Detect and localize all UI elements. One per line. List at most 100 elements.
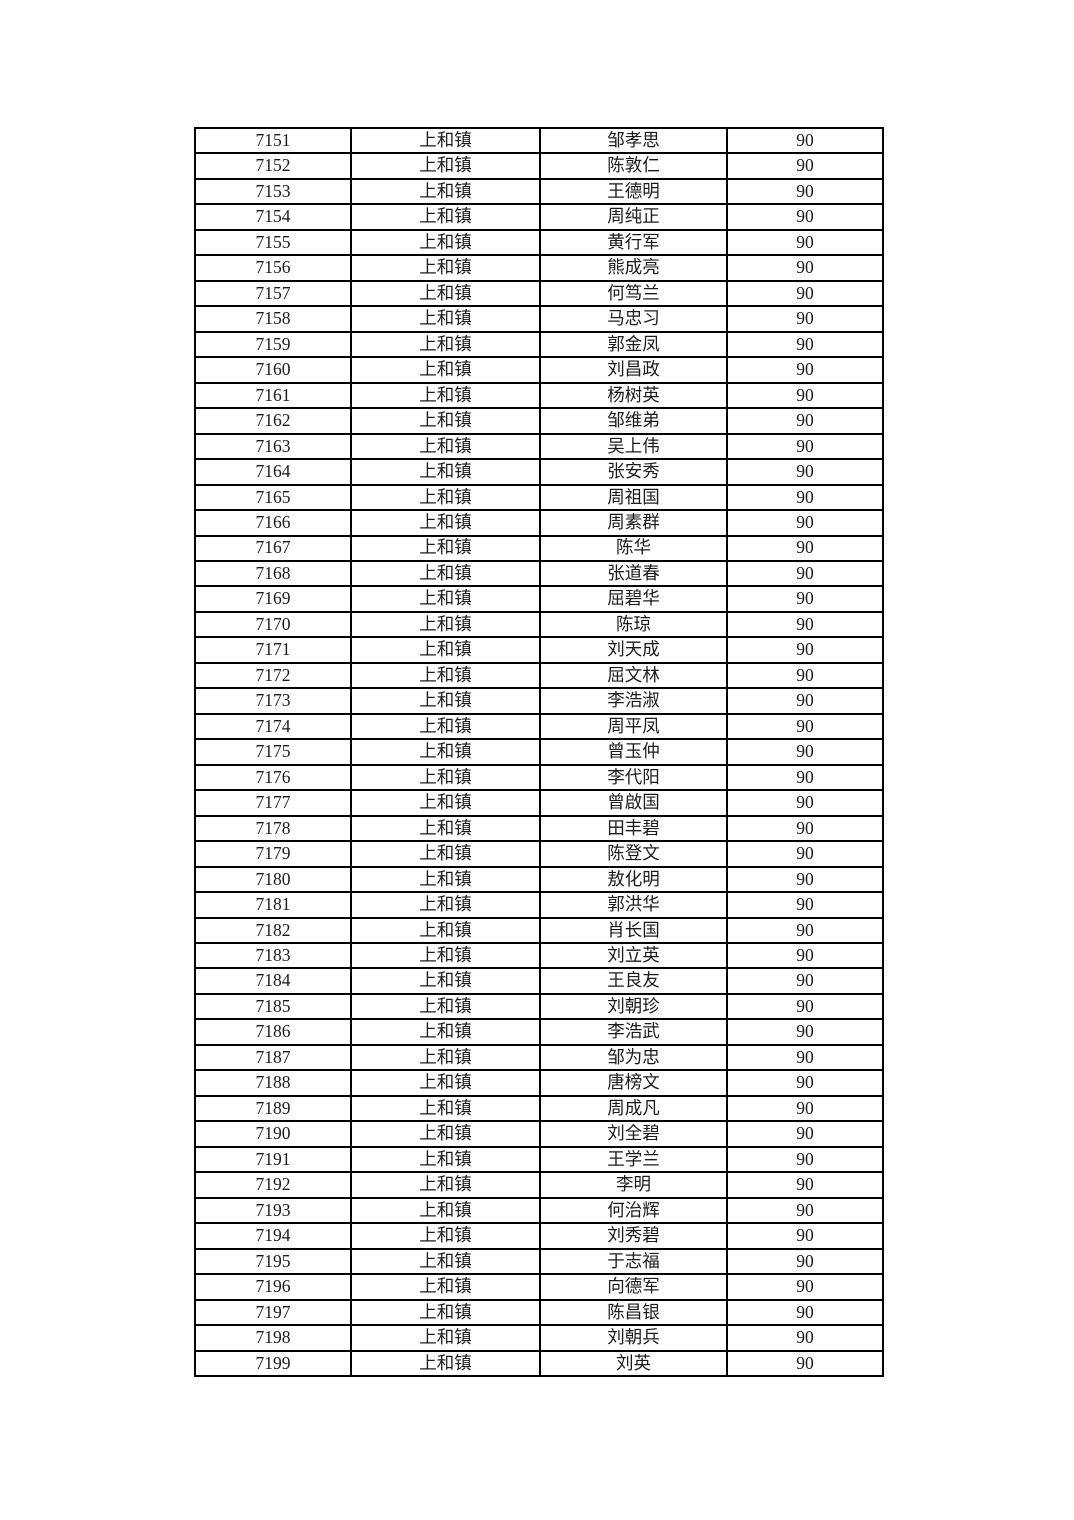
score-cell: 90 — [726, 1018, 884, 1046]
score-cell: 90 — [726, 330, 884, 359]
serial-number-cell: 7160 — [194, 356, 352, 384]
person-name-cell: 周素群 — [539, 509, 728, 537]
table-row: 7179 上和镇 陈登文 90 — [194, 840, 884, 868]
score-cell: 90 — [726, 738, 884, 766]
person-name-cell: 李浩武 — [539, 1018, 728, 1046]
serial-number-cell: 7171 — [194, 636, 352, 664]
person-name-cell: 屈文林 — [539, 661, 728, 690]
serial-number-cell: 7188 — [194, 1069, 352, 1097]
town-cell: 上和镇 — [350, 1145, 541, 1174]
town-cell: 上和镇 — [350, 814, 541, 843]
serial-number-cell: 7158 — [194, 305, 352, 333]
table-row: 7167 上和镇 陈华 90 — [194, 534, 884, 562]
score-cell: 90 — [726, 661, 884, 690]
table-row: 7185 上和镇 刘朝珍 90 — [194, 992, 884, 1021]
town-cell: 上和镇 — [350, 891, 541, 919]
serial-number-cell: 7186 — [194, 1018, 352, 1046]
table-row: 7165 上和镇 周祖国 90 — [194, 483, 884, 512]
serial-number-cell: 7163 — [194, 432, 352, 461]
score-cell: 90 — [726, 1043, 884, 1072]
table-row: 7173 上和镇 李浩淑 90 — [194, 687, 884, 715]
table-row: 7196 上和镇 向德军 90 — [194, 1273, 884, 1301]
serial-number-cell: 7172 — [194, 661, 352, 690]
town-cell: 上和镇 — [350, 126, 541, 155]
table-row: 7198 上和镇 刘朝兵 90 — [194, 1324, 884, 1352]
serial-number-cell: 7180 — [194, 865, 352, 894]
person-name-cell: 邹孝思 — [539, 126, 728, 155]
score-cell: 90 — [726, 356, 884, 384]
serial-number-cell: 7155 — [194, 228, 352, 257]
person-name-cell: 敖化明 — [539, 865, 728, 894]
score-cell: 90 — [726, 967, 884, 995]
score-cell: 90 — [726, 1324, 884, 1352]
table-row: 7191 上和镇 王学兰 90 — [194, 1145, 884, 1174]
serial-number-cell: 7167 — [194, 534, 352, 562]
table-row: 7195 上和镇 于志福 90 — [194, 1247, 884, 1276]
serial-number-cell: 7185 — [194, 992, 352, 1021]
town-cell: 上和镇 — [350, 1222, 541, 1250]
table-row: 7156 上和镇 熊成亮 90 — [194, 254, 884, 282]
score-cell: 90 — [726, 1247, 884, 1276]
town-cell: 上和镇 — [350, 941, 541, 970]
score-cell: 90 — [726, 1196, 884, 1225]
serial-number-cell: 7151 — [194, 126, 352, 155]
table-row: 7166 上和镇 周素群 90 — [194, 509, 884, 537]
serial-number-cell: 7156 — [194, 254, 352, 282]
person-name-cell: 向德军 — [539, 1273, 728, 1301]
person-name-cell: 肖长国 — [539, 916, 728, 945]
town-cell: 上和镇 — [350, 228, 541, 257]
person-name-cell: 刘秀碧 — [539, 1222, 728, 1250]
score-cell: 90 — [726, 1145, 884, 1174]
town-cell: 上和镇 — [350, 1247, 541, 1276]
table-row: 7197 上和镇 陈昌银 90 — [194, 1298, 884, 1327]
score-cell: 90 — [726, 1069, 884, 1097]
person-name-cell: 郭洪华 — [539, 891, 728, 919]
serial-number-cell: 7183 — [194, 941, 352, 970]
town-cell: 上和镇 — [350, 1349, 541, 1377]
serial-number-cell: 7162 — [194, 407, 352, 435]
score-cell: 90 — [726, 687, 884, 715]
table-row: 7158 上和镇 马忠习 90 — [194, 305, 884, 333]
town-cell: 上和镇 — [350, 661, 541, 690]
person-name-cell: 陈登文 — [539, 840, 728, 868]
person-name-cell: 李明 — [539, 1171, 728, 1199]
roster-table-body: 7151 上和镇 邹孝思 90 7152 上和镇 陈敦仁 90 7153 上和镇 王德明 90 7154… — [194, 126, 884, 1377]
person-name-cell: 张安秀 — [539, 458, 728, 486]
table-row: 7182 上和镇 肖长国 90 — [194, 916, 884, 945]
town-cell: 上和镇 — [350, 1171, 541, 1199]
town-cell: 上和镇 — [350, 636, 541, 664]
person-name-cell: 陈敦仁 — [539, 152, 728, 180]
town-cell: 上和镇 — [350, 177, 541, 206]
town-cell: 上和镇 — [350, 840, 541, 868]
serial-number-cell: 7161 — [194, 381, 352, 410]
serial-number-cell: 7178 — [194, 814, 352, 843]
serial-number-cell: 7177 — [194, 789, 352, 817]
town-cell: 上和镇 — [350, 585, 541, 613]
serial-number-cell: 7179 — [194, 840, 352, 868]
person-name-cell: 邹维弟 — [539, 407, 728, 435]
town-cell: 上和镇 — [350, 559, 541, 588]
person-name-cell: 何治辉 — [539, 1196, 728, 1225]
person-name-cell: 曾玉仲 — [539, 738, 728, 766]
town-cell: 上和镇 — [350, 916, 541, 945]
person-name-cell: 马忠习 — [539, 305, 728, 333]
score-cell: 90 — [726, 636, 884, 664]
serial-number-cell: 7173 — [194, 687, 352, 715]
town-cell: 上和镇 — [350, 712, 541, 741]
person-name-cell: 于志福 — [539, 1247, 728, 1276]
serial-number-cell: 7175 — [194, 738, 352, 766]
score-cell: 90 — [726, 992, 884, 1021]
town-cell: 上和镇 — [350, 305, 541, 333]
serial-number-cell: 7152 — [194, 152, 352, 180]
town-cell: 上和镇 — [350, 254, 541, 282]
score-cell: 90 — [726, 203, 884, 231]
person-name-cell: 周平凤 — [539, 712, 728, 741]
person-name-cell: 刘英 — [539, 1349, 728, 1377]
table-row: 7169 上和镇 屈碧华 90 — [194, 585, 884, 613]
score-cell: 90 — [726, 814, 884, 843]
person-name-cell: 刘立英 — [539, 941, 728, 970]
person-name-cell: 陈昌银 — [539, 1298, 728, 1327]
person-name-cell: 郭金凤 — [539, 330, 728, 359]
score-cell: 90 — [726, 458, 884, 486]
